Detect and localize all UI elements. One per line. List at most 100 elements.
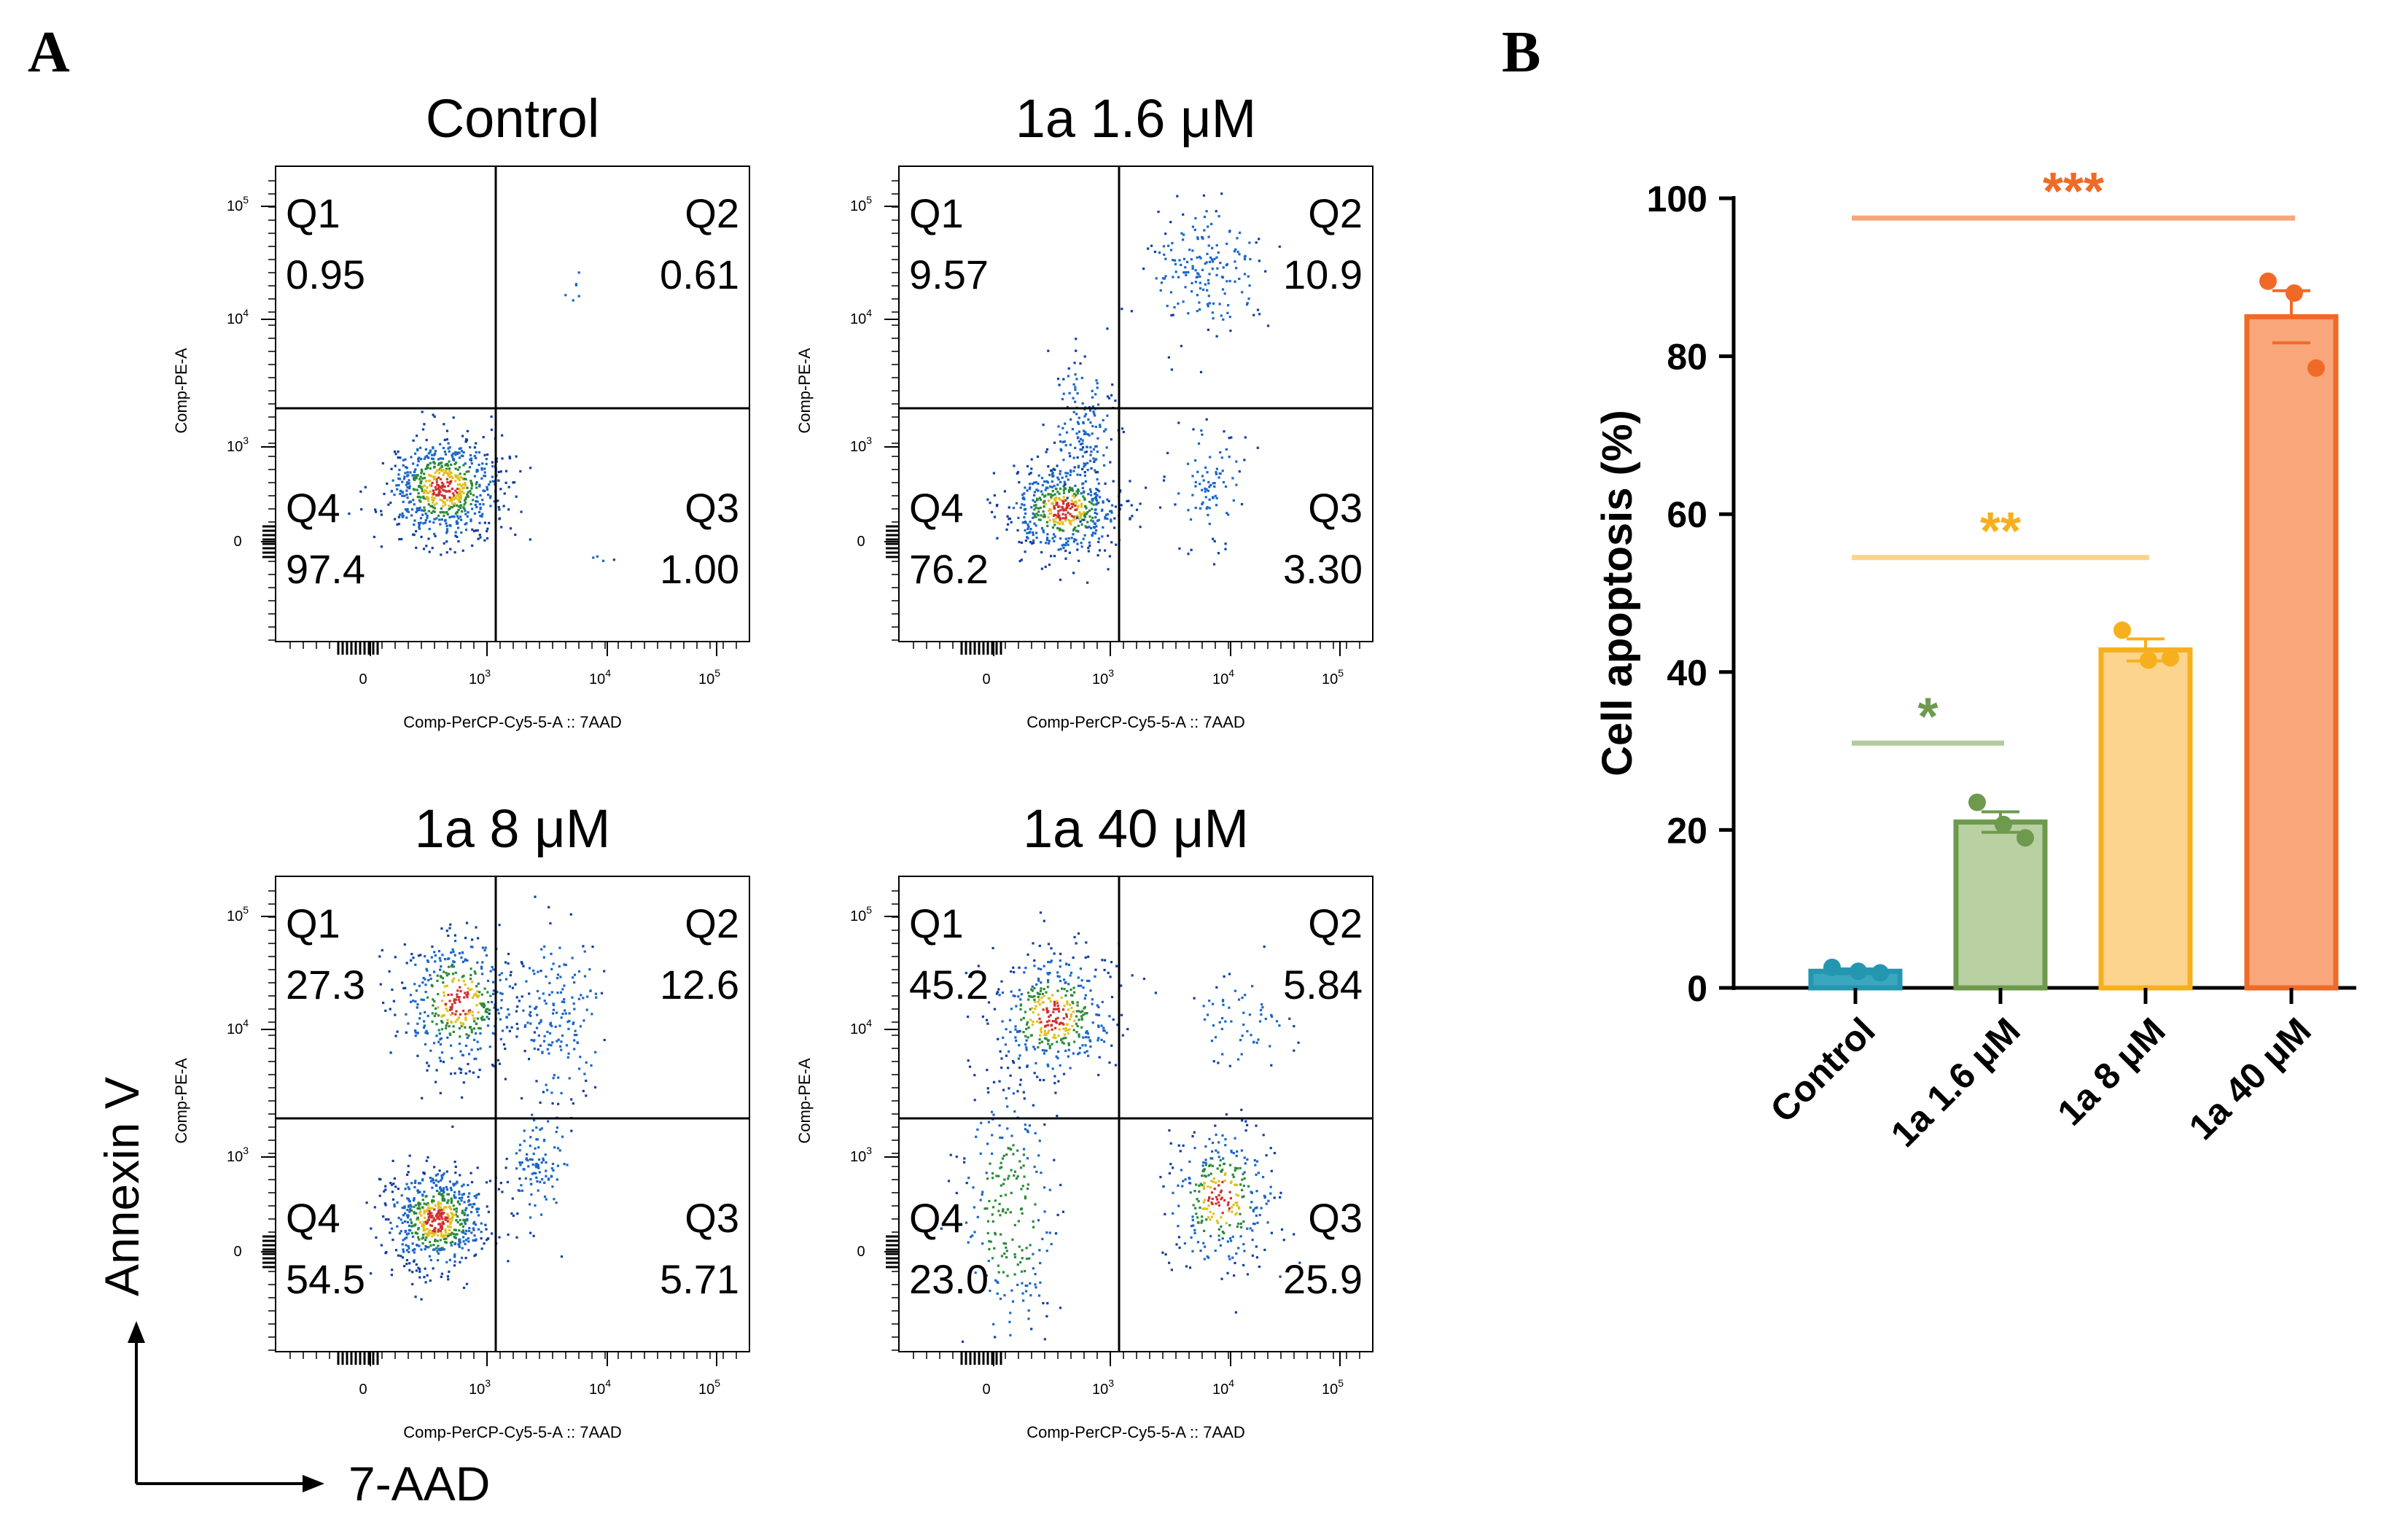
scatter-dot [480, 467, 483, 470]
y-tick-exponent: 5 [243, 904, 249, 916]
scatter-dot [1030, 458, 1033, 461]
scatter-dot [1035, 537, 1038, 540]
scatter-dot [1085, 513, 1088, 515]
scatter-dot [458, 1240, 461, 1243]
scatter-dot [408, 1250, 410, 1253]
scatter-dot [451, 515, 453, 518]
scatter-dot [416, 1032, 419, 1035]
scatter-dot [1096, 437, 1099, 440]
scatter-dot [473, 1195, 476, 1198]
scatter-dot [382, 1215, 385, 1218]
scatter-dot [474, 1239, 478, 1242]
scatter-dot [1094, 471, 1097, 474]
scatter-dot [425, 480, 428, 483]
scatter-dot [1045, 1314, 1048, 1318]
scatter-dot [432, 461, 435, 464]
scatter-dot [1040, 541, 1043, 544]
scatter-dot [512, 1214, 515, 1218]
scatter-dot [472, 1228, 475, 1231]
scatter-dot [410, 1221, 413, 1225]
scatter-dot [461, 1022, 464, 1025]
scatter-dot [1024, 1035, 1027, 1037]
scatter-dot [986, 1069, 989, 1072]
scatter-dot [1224, 485, 1228, 488]
scatter-dot [1235, 267, 1238, 270]
scatter-dot [407, 482, 410, 486]
scatter-dot [409, 1208, 412, 1211]
scatter-dot [1235, 1193, 1238, 1196]
scatter-dot [1048, 1188, 1051, 1191]
scatter-dot [521, 1161, 523, 1164]
scatter-dot [421, 509, 424, 512]
scatter-dot [1024, 512, 1027, 515]
scatter-dot [447, 1193, 450, 1196]
scatter-dot [1046, 524, 1049, 527]
scatter-dot [1244, 1120, 1247, 1123]
scatter-dot [433, 1000, 436, 1003]
scatter-dot [475, 1193, 478, 1196]
q1-label: Q1 [286, 190, 340, 236]
scatter-dot [563, 963, 566, 966]
scatter-dot [1007, 1067, 1010, 1070]
scatter-dot [528, 967, 531, 970]
scatter-dot [472, 994, 475, 997]
scatter-dot [1191, 1218, 1194, 1222]
scatter-dot [1052, 1036, 1055, 1039]
scatter-dot [476, 529, 479, 532]
scatter-dot [438, 1191, 441, 1194]
scatter-dot [1084, 525, 1087, 528]
scatter-dot [1102, 1027, 1105, 1029]
scatter-dot [504, 481, 507, 484]
scatter-dot [1226, 1240, 1229, 1243]
scatter-dot [539, 1020, 542, 1024]
scatter-dot [453, 515, 456, 518]
scatter-dot [469, 445, 472, 449]
scatter-dot [440, 1209, 443, 1212]
scatter-dot [1020, 1207, 1023, 1210]
scatter-dot [411, 1235, 415, 1238]
scatter-dot [394, 956, 397, 959]
scatter-dot [1048, 1019, 1051, 1022]
scatter-dot [1086, 1032, 1089, 1035]
scatter-dot [1199, 1206, 1201, 1210]
scatter-dot [460, 1068, 463, 1071]
scatter-dot [574, 1029, 577, 1032]
scatter-dot [1245, 303, 1249, 306]
scatter-dot [1053, 523, 1056, 526]
scatter-dot [456, 995, 459, 999]
scatter-dot [439, 1038, 442, 1041]
scatter-dot [1086, 526, 1089, 529]
scatter-dot [1224, 1144, 1227, 1147]
scatter-dot [449, 524, 452, 527]
scatter-dot [456, 483, 460, 486]
scatter-dot [498, 1236, 501, 1239]
scatter-dot [1210, 1040, 1213, 1043]
scatter-dot [459, 1035, 461, 1038]
scatter-dot [1042, 1301, 1045, 1305]
scatter-dot [1034, 1062, 1037, 1064]
scatter-dot [441, 977, 445, 980]
scatter-dot [1099, 425, 1102, 428]
scatter-dot [1059, 440, 1062, 443]
scatter-dot [1220, 1198, 1223, 1201]
scatter-dot [1094, 511, 1096, 515]
scatter-dot [521, 995, 523, 998]
scatter-dot [1042, 529, 1045, 532]
scatter-dot [444, 1027, 448, 1029]
scatter-dot [1240, 1053, 1243, 1056]
scatter-dot [529, 538, 531, 541]
scatter-dot [1076, 392, 1079, 395]
scatter-dot [439, 523, 442, 526]
scatter-dot [1021, 494, 1024, 496]
scatter-dot [458, 448, 461, 451]
scatter-dot [539, 1044, 542, 1047]
scatter-dot [997, 1264, 1000, 1267]
scatter-dot [1027, 1317, 1030, 1320]
scatter-dot [511, 1197, 514, 1200]
scatter-dot [1061, 521, 1064, 523]
scatter-dot [1005, 1097, 1008, 1100]
scatter-dot [983, 1275, 986, 1278]
scatter-dot [445, 478, 448, 480]
x-axis-ticks: 0 103 104 105 [289, 1352, 737, 1398]
